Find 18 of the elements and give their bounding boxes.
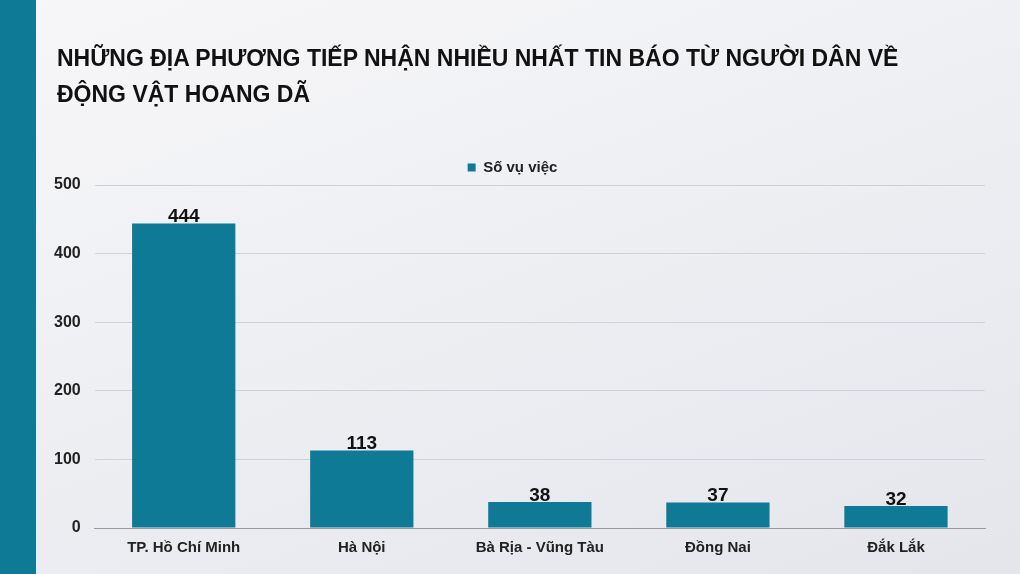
y-tick-label: 0 bbox=[71, 518, 81, 536]
data-label: 32 bbox=[885, 487, 907, 509]
y-tick-label: 100 bbox=[53, 449, 81, 467]
x-tick-label: Bà Rịa - Vũng Tàu bbox=[475, 538, 605, 556]
x-tick-label: Đắk Lắk bbox=[867, 538, 926, 556]
data-label: 113 bbox=[346, 432, 378, 454]
data-label: 444 bbox=[167, 205, 201, 227]
chart-title: NHỮNG ĐỊA PHƯƠNG TIẾP NHẬN NHIỀU NHẤT TIN BÁO TỪ NGƯỜI DÂN VỀ ĐỘNG VẬT HOANG DÃ bbox=[57, 43, 900, 109]
data-label: 38 bbox=[529, 483, 551, 505]
x-tick-label: Hà Nội bbox=[338, 538, 386, 556]
x-tick-label: TP. Hồ Chí Minh bbox=[127, 538, 241, 556]
y-tick-label: 500 bbox=[53, 175, 81, 193]
x-tick-label: Đồng Nai bbox=[684, 538, 751, 556]
legend-label: Số vụ việc bbox=[483, 157, 558, 175]
data-label: 37 bbox=[707, 484, 729, 506]
y-tick-label: 200 bbox=[53, 381, 81, 399]
y-tick-label: 400 bbox=[53, 244, 81, 262]
y-tick-label: 300 bbox=[53, 312, 81, 330]
